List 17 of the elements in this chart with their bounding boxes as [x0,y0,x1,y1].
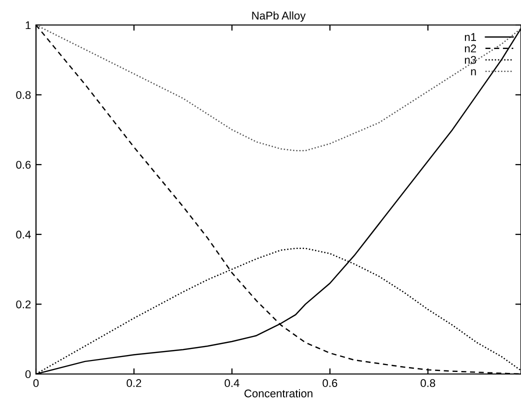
x-tick-label: 0.4 [224,379,240,388]
y-tick-label: 0.4 [16,230,31,239]
x-tick-label: 0 [33,379,39,388]
x-tick-label: 0.6 [322,379,338,388]
x-tick-label: 0.8 [420,379,436,388]
x-tick-label: 0.2 [126,379,142,388]
chart-title: NaPb Alloy [252,11,306,22]
legend-label: n3 [464,56,476,64]
y-tick-label: 0.8 [16,91,31,99]
x-axis-title: Concentration [244,389,312,398]
legend-label: n [471,69,476,76]
legend-label: n1 [464,33,476,41]
legend-label: n2 [464,44,476,52]
y-tick-label: 0 [25,370,31,378]
y-tick-label: 0.6 [16,160,31,169]
y-tick-label: 1 [26,21,31,30]
y-tick-label: 0.2 [16,300,31,308]
